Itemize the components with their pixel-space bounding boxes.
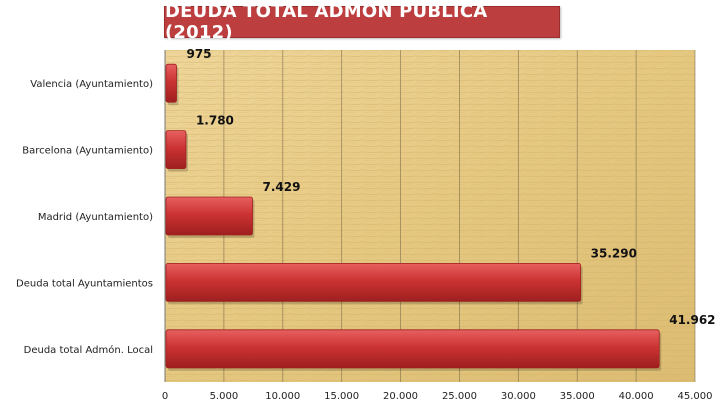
labels: 0 5.000 10.000 15.000 20.000 25.000 30.000 35.0… — [16, 47, 715, 402]
category-label: Madrid (Ayuntamiento) — [38, 212, 153, 223]
bar — [165, 196, 253, 236]
x-tick-label: 5.000 — [210, 391, 239, 402]
x-tick-label: 25.000 — [442, 391, 477, 402]
gridlines — [223, 50, 696, 382]
data-label: 35.290 — [591, 246, 637, 260]
x-tick-label: 15.000 — [324, 391, 359, 402]
x-tick-label: 45.000 — [678, 391, 713, 402]
plot-area — [165, 50, 695, 382]
x-tick-label: 10.000 — [265, 391, 300, 402]
x-tick-label: 35.000 — [560, 391, 595, 402]
data-label: 1.780 — [196, 114, 234, 128]
bar — [165, 262, 582, 302]
bars — [165, 63, 662, 371]
data-label: 7.429 — [262, 180, 300, 194]
bar — [165, 63, 177, 103]
bar — [165, 130, 187, 170]
x-tick-label: 30.000 — [501, 391, 536, 402]
chart-title: DEUDA TOTAL ADMÓN PÚBLICA (2012) — [164, 1, 560, 43]
x-tick-label: 0 — [162, 391, 168, 402]
data-label: 41.962 — [669, 313, 715, 327]
category-label: Barcelona (Ayuntamiento) — [22, 146, 153, 157]
bar — [165, 329, 660, 369]
category-label: Deuda total Ayuntamientos — [16, 278, 153, 289]
data-label: 975 — [186, 47, 211, 61]
category-label: Deuda total Admón. Local — [24, 344, 153, 356]
category-label: Valencia (Ayuntamiento) — [30, 79, 153, 90]
x-tick-label: 40.000 — [619, 391, 654, 402]
x-tick-label: 20.000 — [383, 391, 418, 402]
